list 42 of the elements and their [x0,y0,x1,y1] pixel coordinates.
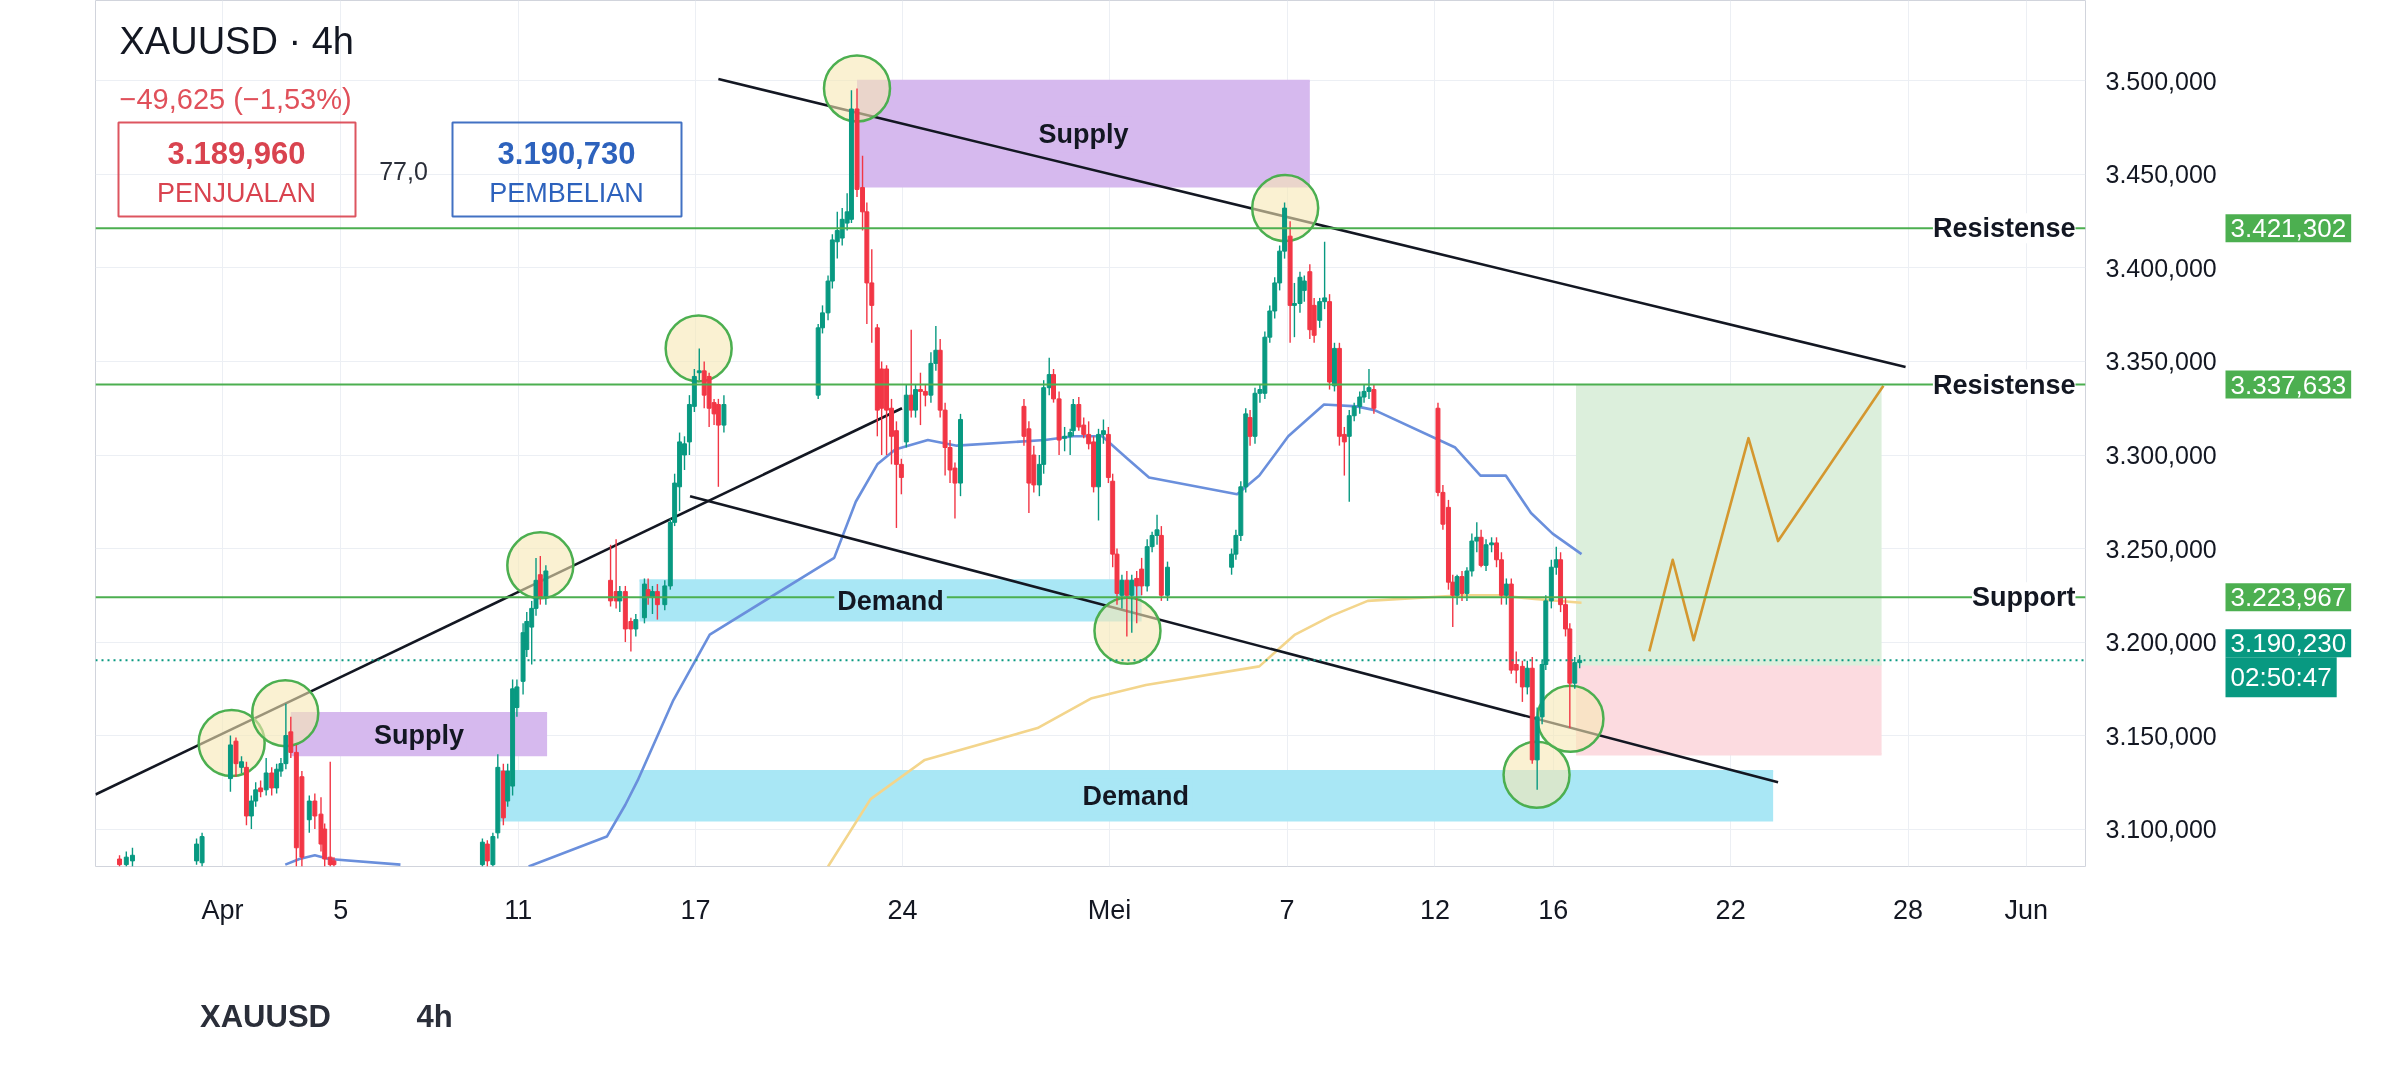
annotation: PENJUALAN [156,177,317,208]
x-tick-label: 11 [504,894,533,925]
x-tick-label: Jun [2004,894,2049,925]
y-tick-label: 3.300,000 [2105,441,2217,470]
text: −49,625 (−1,53%) [119,82,352,115]
series-label: Demand [1082,781,1190,812]
series-label: Demand [837,585,944,616]
x-tick-label: Apr [201,894,244,925]
annotation: PEMBELIAN [489,177,644,208]
x-tick-label: 12 [1419,894,1450,925]
ref-line-label: Resistense [1932,369,2076,400]
x-tick-label: 17 [680,894,711,925]
y-tick-label: 3.450,000 [2105,160,2217,189]
series-label: Supply [373,719,464,750]
text: XAUUSD [200,999,331,1034]
text: XAUUSD · 4h [119,19,354,62]
text: 02:50:47 [2230,662,2332,693]
text: 3.223,967 [2230,582,2347,613]
ref-line-label: Resistense [1932,213,2076,244]
annotation: 3.190,730 [497,135,636,171]
text: 3.421,302 [2230,213,2347,244]
x-tick-label: 22 [1715,894,1746,925]
y-tick-label: 3.100,000 [2105,815,2217,844]
y-tick-label: 3.250,000 [2105,534,2217,563]
ref-line-label: Support [1972,582,2076,613]
x-tick-label: Mei [1087,894,1132,925]
annotation: 3.189,960 [167,135,306,171]
y-tick-label: 3.400,000 [2105,253,2217,282]
y-tick-label: 3.150,000 [2105,721,2217,750]
series-label: Supply [1038,119,1129,150]
x-tick-label: 7 [1279,894,1295,925]
x-tick-label: 5 [333,894,349,925]
y-tick-label: 3.500,000 [2105,66,2217,95]
text: 3.190,230 [2230,628,2347,659]
x-tick-label: 16 [1538,894,1569,925]
x-tick-label: 28 [1893,894,1924,925]
y-tick-label: 3.350,000 [2105,347,2217,376]
text: 3.337,633 [2230,369,2347,400]
y-tick-label: 3.200,000 [2105,628,2217,657]
annotation: 77,0 [379,156,428,185]
text: 4h [416,999,453,1034]
x-tick-label: 24 [887,894,918,925]
